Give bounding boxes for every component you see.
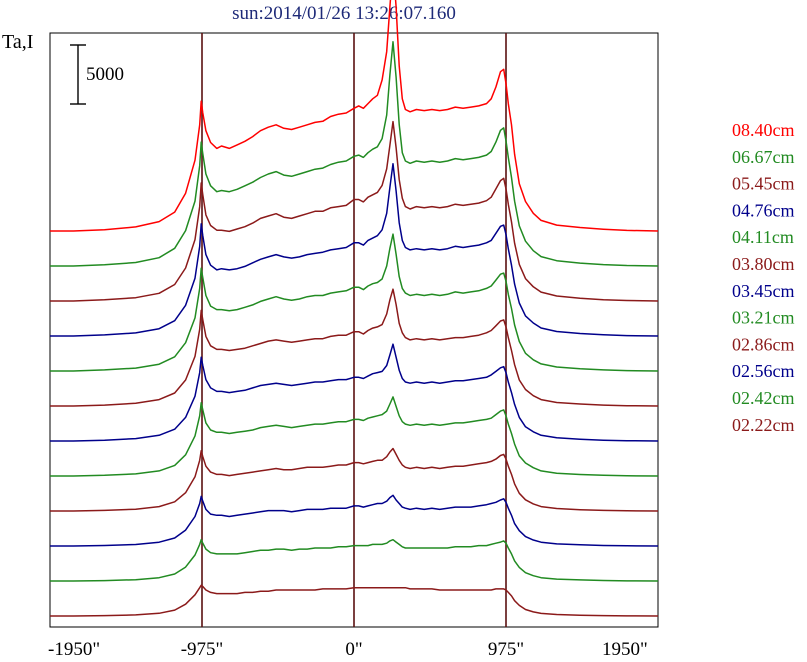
x-tick-labels: -1950" -975" 0" 975" 1950" — [48, 639, 648, 660]
y-axis-label: Ta,I — [2, 31, 33, 53]
legend-entry: 08.40cm — [732, 120, 795, 140]
series-line — [50, 447, 659, 512]
legend-entry: 02.22cm — [732, 415, 795, 435]
x-tick-label: 1950" — [602, 639, 648, 660]
series-line — [50, 584, 659, 617]
series-line — [50, 396, 659, 477]
x-tick-label: 975" — [488, 639, 524, 660]
reference-lines — [201, 33, 507, 627]
series-line — [50, 538, 659, 582]
x-tick-label: -975" — [181, 639, 224, 660]
x-tick-label: -1950" — [48, 639, 100, 660]
legend-entry: 05.45cm — [732, 174, 795, 194]
series-line — [50, 120, 659, 302]
series-line — [50, 494, 659, 547]
legend-entry: 03.21cm — [732, 308, 795, 328]
scale-bar-label: 5000 — [86, 64, 124, 85]
legend-entry: 03.80cm — [732, 254, 795, 274]
legend-entry: 06.67cm — [732, 147, 795, 167]
legend-entry: 03.45cm — [732, 281, 795, 301]
legend-entry: 04.76cm — [732, 200, 795, 220]
chart-title: sun:2014/01/26 13:26:07.160 — [232, 3, 456, 24]
legend-entry: 02.42cm — [732, 388, 795, 408]
series-line — [50, 233, 659, 372]
series-line — [50, 162, 659, 337]
scale-bar: 5000 — [70, 44, 124, 105]
series-line — [50, 41, 659, 267]
x-tick-label: 0" — [345, 639, 362, 660]
legend-entry: 04.11cm — [732, 227, 794, 247]
series-lines — [50, 0, 659, 617]
series-line — [50, 343, 659, 442]
legend-entry: 02.56cm — [732, 361, 795, 381]
legend-entry: 02.86cm — [732, 334, 795, 354]
series-line — [50, 0, 659, 232]
series-line — [50, 288, 659, 407]
legend: 08.40cm 06.67cm 05.45cm 04.76cm 04.11cm 03.80… — [732, 120, 795, 435]
